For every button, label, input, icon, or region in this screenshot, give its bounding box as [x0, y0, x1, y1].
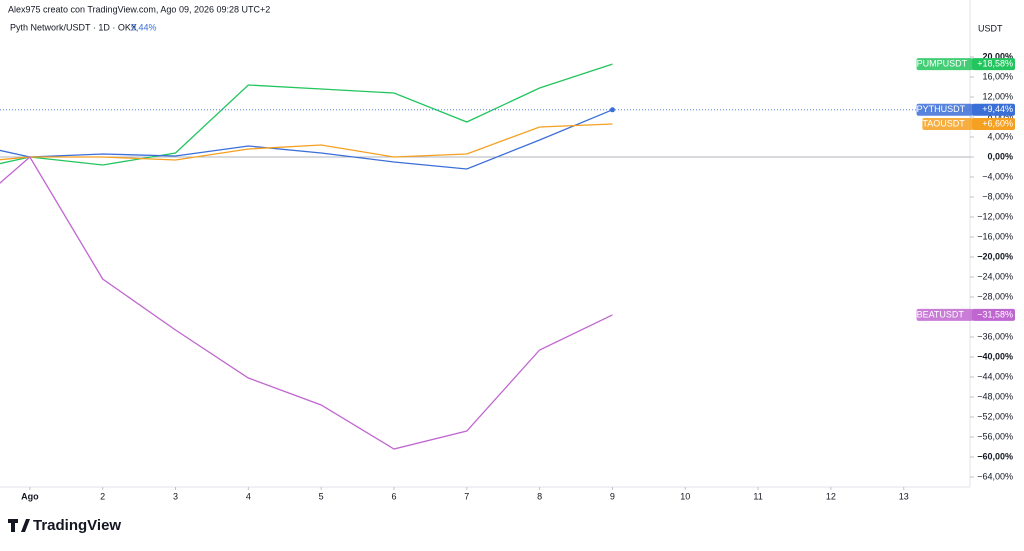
legend-entry: BEATUSDT [917, 309, 965, 319]
y-tick-label: −40,00% [977, 351, 1013, 361]
last-point [609, 107, 615, 113]
y-tick-label: −64,00% [977, 471, 1013, 481]
y-tick-label: −60,00% [977, 451, 1013, 461]
last-value-tag: BEATUSDT −31,58% [916, 308, 1015, 321]
y-tick-label: −52,00% [977, 411, 1013, 421]
x-tick-label: 9 [610, 491, 615, 501]
x-tick-label: 12 [826, 491, 836, 501]
y-tick-label: 8,00% [987, 111, 1013, 121]
y-tick-label: 20,00% [982, 51, 1013, 61]
y-tick-label: −8,00% [982, 191, 1013, 201]
value-label: +6,60% [982, 118, 1013, 128]
y-tick-label: −44,00% [977, 371, 1013, 381]
legend-entry: TAOUSDT [922, 118, 965, 128]
last-value-tag: PYTHUSDT +9,44% [916, 103, 1015, 116]
y-tick-label: −28,00% [977, 291, 1013, 301]
tag-box [916, 58, 973, 71]
plot-area [0, 63, 970, 450]
y-tick-label: −20,00% [977, 251, 1013, 261]
last-value-tag: PUMPUSDT +18,58% [916, 58, 1015, 71]
y-tick-label: −56,00% [977, 431, 1013, 441]
y-tick-label: −16,00% [977, 231, 1013, 241]
last-value-tag: TAOUSDT +6,60% [922, 118, 1015, 130]
x-tick-label: 8 [537, 491, 542, 501]
series-line [0, 109, 613, 170]
y-tick-label: −12,00% [977, 211, 1013, 221]
tag-box [916, 103, 973, 116]
value-label: −31,58% [977, 309, 1013, 319]
title-change: 9,44% [131, 22, 157, 32]
tag-box [972, 308, 1015, 321]
y-tick-label: 12,00% [982, 91, 1013, 101]
tag-box [972, 58, 1015, 71]
x-tick-label: 10 [680, 491, 690, 501]
y-tick-label: 16,00% [982, 71, 1013, 81]
chart-subtitle: Alex975 creato con TradingView.com, Ago … [8, 4, 270, 14]
tag-box [972, 118, 1015, 130]
y-tick-label: −48,00% [977, 391, 1013, 401]
series-line [0, 63, 613, 166]
x-tick-label: 11 [753, 491, 762, 501]
series-line [0, 155, 613, 450]
tag-box [916, 308, 973, 321]
chart-title: Pyth Network/USDT · 1D · OKX [10, 22, 137, 32]
x-tick-label: 6 [391, 491, 396, 501]
x-tick-label: 13 [899, 491, 909, 501]
value-label: +18,58% [977, 58, 1013, 68]
y-tick-label: 0,00% [987, 151, 1013, 161]
x-tick-label: 2 [100, 491, 105, 501]
y-tick-label: −36,00% [977, 331, 1013, 341]
x-tick-label: 4 [246, 491, 251, 501]
x-tick-label: Ago [21, 491, 39, 501]
logo: TradingView [8, 517, 121, 534]
value-label: +9,44% [982, 104, 1013, 114]
x-tick-label: 7 [464, 491, 469, 501]
y-tick-label: 4,00% [987, 131, 1013, 141]
x-tick-label: 5 [319, 491, 324, 501]
y-tick-label: −24,00% [977, 271, 1013, 281]
y-axis-label: USDT [978, 23, 1003, 33]
y-tick-label: −4,00% [982, 171, 1013, 181]
tag-box [972, 103, 1015, 116]
branding: TradingView [33, 517, 121, 534]
x-tick-label: 3 [173, 491, 178, 501]
tag-box [922, 118, 973, 130]
legend-entry: PYTHUSDT [917, 104, 966, 114]
legend-entry: PUMPUSDT [917, 58, 968, 68]
series-line [0, 123, 613, 161]
